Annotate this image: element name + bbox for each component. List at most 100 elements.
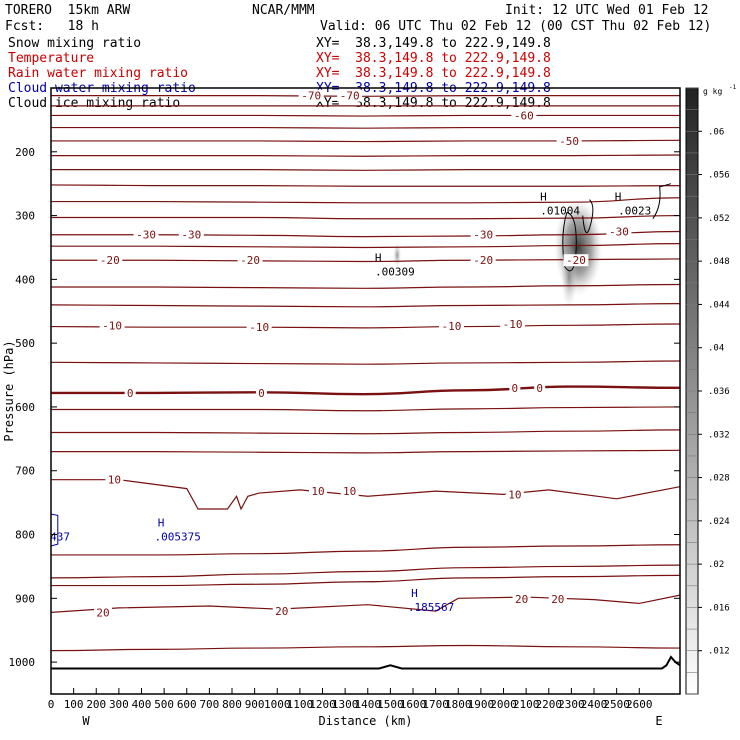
colorbar-unit-exponent: -1 bbox=[729, 84, 737, 91]
max-marker: H bbox=[375, 252, 382, 265]
isotherm-label: 0 bbox=[536, 382, 543, 395]
x-tick-label: 2300 bbox=[558, 698, 585, 711]
isotherm-line bbox=[51, 449, 680, 454]
isotherm-label: 20 bbox=[515, 593, 528, 606]
colorbar-tick-label: .024 bbox=[708, 517, 730, 527]
x-tick-label: 1200 bbox=[309, 698, 336, 711]
x-tick-label: 1900 bbox=[468, 698, 495, 711]
isotherm-line bbox=[51, 243, 680, 249]
isotherm-line bbox=[51, 154, 680, 157]
max-marker: H bbox=[411, 587, 418, 600]
isotherm-line bbox=[51, 644, 680, 652]
x-tick-label: 2000 bbox=[490, 698, 517, 711]
x-tick-label: 800 bbox=[222, 698, 242, 711]
y-tick-label: 700 bbox=[15, 465, 35, 478]
isotherm-line bbox=[51, 169, 680, 171]
colorbar-tick-label: .048 bbox=[708, 257, 730, 267]
isotherm-line bbox=[51, 360, 680, 365]
colorbar-tick-label: .032 bbox=[708, 430, 730, 440]
y-tick-label: 500 bbox=[15, 337, 35, 350]
max-value-label: .01004 bbox=[540, 204, 580, 217]
max-value-label: .00309 bbox=[375, 266, 415, 279]
max-marker: H bbox=[615, 190, 622, 203]
isotherm-line bbox=[51, 303, 680, 308]
x-tick-label: 300 bbox=[109, 698, 129, 711]
colorbar-tick-label: .016 bbox=[708, 603, 730, 613]
x-tick-label: 1700 bbox=[422, 698, 449, 711]
isotherm-label: 0 bbox=[512, 382, 519, 395]
isotherm-label: -10 bbox=[442, 320, 462, 333]
isotherm-line bbox=[51, 283, 680, 289]
isotherm-label: -30 bbox=[473, 229, 493, 242]
isotherm-line bbox=[51, 214, 680, 220]
isotherm-line bbox=[51, 95, 680, 97]
isotherm-label: -30 bbox=[609, 226, 629, 239]
isotherm-line bbox=[51, 126, 680, 129]
colorbar-tick-label: .028 bbox=[708, 474, 730, 484]
isotherm-label: -20 bbox=[240, 254, 260, 267]
init-time: Init: 12 UTC Wed 01 Feb 12 bbox=[505, 3, 709, 18]
isotherm-line bbox=[51, 139, 680, 143]
freezing-level-line bbox=[51, 385, 680, 396]
colorbar-tick-label: .052 bbox=[708, 214, 730, 224]
max-marker: H bbox=[540, 190, 547, 203]
max-value-label: 437 bbox=[50, 530, 70, 543]
isotherm-label: 10 bbox=[508, 488, 521, 501]
ice-contour bbox=[582, 199, 594, 234]
isotherm-label: -10 bbox=[249, 321, 269, 334]
isotherm-line bbox=[51, 114, 680, 117]
colorbar-unit: g kg bbox=[703, 87, 722, 96]
field-xy-rain: XY= 38.3,149.8 to 222.9,149.8 bbox=[316, 66, 551, 81]
terrain-line bbox=[51, 655, 680, 670]
max-marker: H bbox=[158, 516, 165, 529]
field-xy-cloud-ice: XY= 38.3,149.8 to 222.9,149.8 bbox=[316, 96, 551, 111]
x-tick-label: 1300 bbox=[332, 698, 359, 711]
field-xy-temperature: XY= 38.3,149.8 to 222.9,149.8 bbox=[316, 51, 551, 66]
x-tick-label: 2400 bbox=[581, 698, 608, 711]
isotherm-label: 0 bbox=[127, 387, 134, 400]
forecast-hour: Fcst: 18 h bbox=[5, 19, 99, 34]
x-tick-label: 2200 bbox=[536, 698, 563, 711]
x-tick-label: 1500 bbox=[377, 698, 404, 711]
x-tick-label: 1100 bbox=[287, 698, 314, 711]
valid-time: Valid: 06 UTC Thu 02 Feb 12 (00 CST Thu … bbox=[320, 19, 712, 34]
colorbar-tick-label: .06 bbox=[708, 127, 724, 137]
x-tick-label: 100 bbox=[64, 698, 84, 711]
isotherm-label: -50 bbox=[559, 135, 579, 148]
ice-contour bbox=[562, 211, 577, 272]
isotherm-label: -10 bbox=[102, 319, 122, 332]
x-tick-label: 700 bbox=[199, 698, 219, 711]
isotherm-label: -70 bbox=[340, 90, 360, 103]
colorbar-tick-label: .036 bbox=[708, 387, 730, 397]
x-tick-label: 2500 bbox=[603, 698, 630, 711]
isotherm-label: 20 bbox=[275, 605, 288, 618]
colorbar-tick-label: .04 bbox=[708, 344, 724, 354]
isotherm-line bbox=[51, 594, 680, 613]
isotherm-label: 0 bbox=[258, 387, 265, 400]
x-tick-label: 200 bbox=[86, 698, 106, 711]
x-tick-label: 1800 bbox=[445, 698, 472, 711]
x-tick-label: 400 bbox=[132, 698, 152, 711]
colorbar-tick-label: .056 bbox=[708, 171, 730, 181]
colorbar-tick-label: .044 bbox=[708, 300, 730, 310]
isotherm-label: -10 bbox=[503, 318, 523, 331]
y-tick-label: 300 bbox=[15, 210, 35, 223]
isotherm-label: 10 bbox=[108, 474, 121, 487]
colorbar-tick-label: .02 bbox=[708, 560, 724, 570]
x-tick-label: 2100 bbox=[513, 698, 540, 711]
isotherm-label: -20 bbox=[473, 254, 493, 267]
x-tick-label: 1000 bbox=[264, 698, 291, 711]
isotherm-label: 20 bbox=[96, 606, 109, 619]
isotherm-label: -60 bbox=[514, 109, 534, 122]
isotherm-label: -20 bbox=[100, 254, 120, 267]
max-value-label: .005375 bbox=[155, 530, 201, 543]
isotherm-label: -30 bbox=[136, 229, 156, 242]
isotherm-line bbox=[51, 544, 680, 556]
isotherm-label: -30 bbox=[181, 229, 201, 242]
y-tick-label: 400 bbox=[15, 273, 35, 286]
x-tick-label: 600 bbox=[177, 698, 197, 711]
field-xy-snow: XY= 38.3,149.8 to 222.9,149.8 bbox=[316, 36, 551, 51]
x-tick-label: 0 bbox=[48, 698, 55, 711]
y-tick-label: 600 bbox=[15, 401, 35, 414]
y-tick-label: 1000 bbox=[9, 656, 36, 669]
